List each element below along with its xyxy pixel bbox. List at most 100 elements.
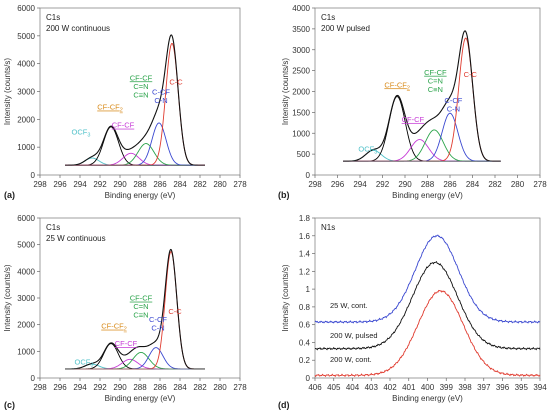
panel-annotation: N1s — [321, 223, 335, 232]
x-tick-label: 288 — [133, 383, 147, 392]
x-tick-label: 404 — [346, 383, 360, 392]
x-tick-label: 292 — [93, 383, 107, 392]
peak-label: C-CF — [149, 315, 167, 324]
x-tick-label: 290 — [113, 383, 127, 392]
y-tick-label: 2500 — [292, 67, 310, 76]
x-tick-label: 296 — [331, 180, 345, 189]
series-label: 200 W, pulsed — [330, 331, 378, 340]
x-tick-label: 294 — [73, 180, 87, 189]
x-tick-label: 292 — [376, 180, 390, 189]
x-tick-label: 284 — [466, 180, 480, 189]
peak-label: OCF3 — [75, 358, 94, 369]
panel-a: 298 296 294 292 290 288 286 284 282 280 278 0 1000 20… — [3, 4, 247, 200]
peak-label: C-C — [464, 70, 478, 79]
x-tick-label: 298 — [33, 180, 47, 189]
x-tick-label: 296 — [53, 383, 67, 392]
peak-label-text: CF-CF — [97, 103, 120, 112]
peak-label: C≡N — [133, 311, 148, 320]
peak-label: C-N — [447, 105, 460, 114]
x-tick-label: 288 — [133, 180, 147, 189]
x-tick-label: 397 — [477, 383, 491, 392]
y-axis-label: Intensity (counts/s) — [3, 58, 12, 125]
y-tick-label: 0.6 — [299, 321, 311, 330]
y-tick-label: 2000 — [17, 115, 35, 124]
envelope-curve — [65, 34, 205, 166]
y-tick-label: 4000 — [17, 267, 35, 276]
envelope-curve — [65, 248, 205, 370]
y-tick-label: 1.8 — [299, 214, 311, 223]
y-tick-label: 0.4 — [299, 338, 311, 347]
x-tick-label: 286 — [153, 383, 167, 392]
x-tick-label: 290 — [398, 180, 412, 189]
peak-label: C=N — [133, 82, 148, 91]
peak-label-subscript: 3 — [87, 133, 90, 139]
series-label: 200 W, cont. — [330, 355, 372, 364]
x-tick-label: 280 — [213, 383, 227, 392]
panel-label: (d) — [278, 400, 290, 410]
peak-label: CF-CF — [424, 68, 447, 77]
peak-label: C=N — [133, 302, 148, 311]
x-tick-label: 294 — [73, 383, 87, 392]
x-tick-label: 286 — [153, 180, 167, 189]
y-tick-label: 5000 — [17, 241, 35, 250]
y-tick-label: 1500 — [292, 108, 310, 117]
y-tick-label: 0.8 — [299, 303, 311, 312]
envelope-curve — [343, 30, 501, 162]
peak-label: CF-CF — [112, 121, 135, 130]
x-axis-label: Binding energy (eV) — [105, 191, 176, 200]
y-tick-label: 0 — [306, 374, 311, 383]
panel-annotation: 200 W pulsed — [321, 24, 370, 33]
y-tick-label: 500 — [297, 150, 311, 159]
x-tick-label: 290 — [113, 180, 127, 189]
peak-label: CF-CF2 — [97, 103, 123, 114]
y-axis-label: Intensity (counts/s) — [3, 264, 12, 331]
series-line-2 — [314, 289, 541, 378]
x-tick-label: 278 — [233, 180, 247, 189]
panel-annotation: C1s — [46, 223, 60, 232]
panel-b: 298 296 294 292 290 288 286 284 282 280 278 0 500 100… — [278, 4, 547, 200]
x-tick-label: 298 — [308, 180, 322, 189]
peak-label: C-N — [151, 324, 164, 333]
panel-label: (a) — [4, 190, 15, 200]
x-tick-label: 288 — [421, 180, 435, 189]
y-tick-label: 3000 — [17, 294, 35, 303]
y-tick-label: 1.2 — [299, 267, 311, 276]
panel-label: (c) — [4, 400, 15, 410]
component-peak-5 — [343, 37, 501, 162]
peak-label: C-CF — [152, 87, 170, 96]
y-tick-label: 5000 — [17, 32, 35, 41]
x-tick-label: 406 — [308, 383, 322, 392]
series-line-1 — [314, 260, 541, 351]
x-axis-label: Binding energy (eV) — [105, 394, 176, 403]
peak-label: CF-CF — [115, 339, 138, 348]
y-tick-label: 3000 — [17, 88, 35, 97]
y-tick-label: 1000 — [17, 143, 35, 152]
series-line-0 — [314, 234, 541, 324]
y-tick-label: 1000 — [17, 347, 35, 356]
x-tick-label: 282 — [488, 180, 502, 189]
x-tick-label: 403 — [365, 383, 379, 392]
x-tick-label: 396 — [496, 383, 510, 392]
x-tick-label: 400 — [421, 383, 435, 392]
x-tick-label: 402 — [383, 383, 397, 392]
peak-label-subscript: 2 — [120, 108, 123, 114]
x-tick-label: 405 — [327, 383, 341, 392]
y-tick-label: 3000 — [292, 46, 310, 55]
component-peak-0 — [65, 157, 205, 166]
panel-annotation: 200 W continuous — [46, 24, 110, 33]
peak-label: CF-CF — [130, 73, 153, 82]
x-tick-label: 278 — [533, 180, 547, 189]
peak-label: C≡N — [428, 85, 443, 94]
peak-label-subscript: 3 — [374, 150, 377, 156]
panel-annotation: C1s — [321, 13, 335, 22]
peak-label-text: OCF — [75, 358, 91, 367]
x-tick-label: 401 — [402, 383, 416, 392]
y-tick-label: 4000 — [292, 4, 310, 13]
y-tick-label: 3500 — [292, 25, 310, 34]
y-tick-label: 1.4 — [299, 250, 311, 259]
x-tick-label: 286 — [443, 180, 457, 189]
x-tick-label: 292 — [93, 180, 107, 189]
x-tick-label: 394 — [533, 383, 547, 392]
peak-label-subscript: 2 — [124, 327, 127, 333]
